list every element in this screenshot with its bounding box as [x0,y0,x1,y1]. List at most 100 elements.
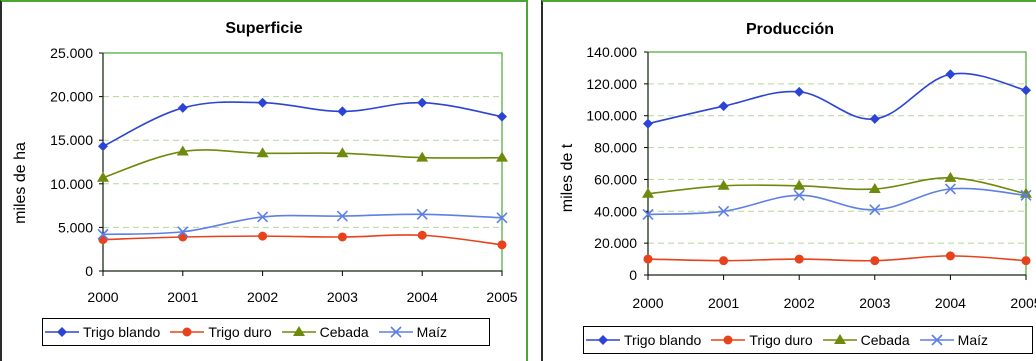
y-tick-label: 40.000 [594,203,637,219]
legend-label: Trigo blando [83,324,161,340]
x-tick-label: 2002 [784,295,815,311]
y-tick-label: 100.000 [586,108,637,124]
data-point-trigo-blando [177,102,188,113]
series-trigo-duro [643,251,1031,266]
legend-label: Trigo blando [624,332,702,348]
x-tick-label: 2005 [486,289,517,305]
legend-swatch [378,326,413,338]
data-point-trigo-blando [945,69,956,80]
y-tick-label: 25.000 [50,45,93,61]
plot-area [647,51,1027,276]
legend-swatch [170,327,205,337]
data-point-trigo-blando [98,141,108,152]
legend-swatch [919,334,954,346]
data-point-cebada [496,151,508,162]
data-point-trigo-blando [643,118,653,129]
legend-item-trigo-blando: Trigo blando [43,324,168,340]
series-line-cebada [647,177,1027,195]
data-point-trigo-duro [794,254,804,264]
data-point-trigo-duro [417,230,427,240]
data-point-maiz [496,212,508,224]
x-tick-label: 2005 [1010,295,1036,311]
y-tick-label: 10.000 [50,176,93,192]
y-tick-label: 20.000 [50,89,93,105]
data-point-trigo-duro [643,254,653,264]
legend-swatch [822,334,857,344]
y-tick-label: 140.000 [586,44,637,60]
series-cebada [97,145,508,182]
legend-marker [598,335,608,345]
legend-swatch [586,335,620,345]
series-maiz [642,183,1032,221]
x-tick-label: 2002 [247,289,278,305]
data-point-trigo-blando [417,97,428,108]
chart-title-superficie: Superficie [225,20,302,37]
data-point-cebada [336,147,349,158]
data-point-cebada [256,147,269,158]
legend-marker [292,326,305,336]
series-line-maiz [647,187,1027,216]
data-point-trigo-duro [497,240,507,250]
data-point-trigo-blando [337,106,348,117]
data-point-cebada [868,182,881,193]
legend-swatch [711,335,746,345]
y-axis-label-produccion: miles de t [559,143,576,212]
x-tick-label: 2000 [632,295,663,311]
legend-marker [390,326,402,338]
data-point-maiz [718,205,730,217]
series-cebada [642,171,1032,198]
data-point-trigo-blando [1021,85,1031,96]
data-point-maiz [793,189,805,201]
y-tick-label: 0 [629,267,637,283]
data-point-cebada [717,179,730,190]
chart-produccion: Producción miles de t 0 20.000 40.000 60.000 8… [541,0,1036,361]
data-point-trigo-duro [870,256,880,266]
legend-label: Maíz [416,324,447,340]
legend-marker [182,327,192,337]
data-point-trigo-duro [258,231,268,241]
data-point-trigo-blando [794,86,805,97]
data-point-maiz [1020,189,1032,201]
legend-item-cebada: Cebada [280,324,377,340]
y-tick-label: 5.000 [58,219,93,235]
legend-item-cebada: Cebada [821,332,918,348]
data-point-maiz [642,208,654,221]
data-point-cebada [416,151,429,162]
y-tick-label: 120.000 [586,76,637,92]
x-tick-label: 2000 [87,289,118,305]
legend-label: Trigo duro [208,324,272,340]
data-point-cebada [176,145,189,156]
chart-superficie: Superficie miles de ha 0 5.000 10.000 15.000 2… [0,0,528,361]
chart-title-produccion: Producción [746,21,834,38]
data-point-trigo-blando [497,111,507,122]
data-point-cebada [642,187,654,198]
data-point-maiz [944,183,956,195]
y-tick-label: 60.000 [594,171,637,187]
legend-item-maiz: Maíz [918,332,996,348]
data-point-maiz [416,208,428,220]
data-point-trigo-blando [869,113,880,124]
series-trigo-blando [98,97,507,152]
data-point-cebada [793,179,806,190]
series-line-cebada [102,149,503,179]
data-point-maiz [869,204,881,216]
legend-marker [833,334,846,344]
y-axis-label-superficie: miles de ha [12,142,29,224]
data-point-maiz [336,210,348,222]
x-tick-label: 2004 [935,295,966,311]
legend-marker [723,335,733,345]
legend-produccion: Trigo blando Trigo duro Cebada Maíz [583,326,1033,354]
data-point-maiz [257,211,269,223]
data-point-trigo-duro [945,251,955,261]
y-tick-label: 15.000 [50,132,93,148]
data-point-trigo-blando [257,97,268,108]
series-line-trigo-blando [102,101,503,148]
chart-produccion-svg: Producción miles de t 0 20.000 40.000 60.000 8… [559,21,1036,311]
series-line-trigo-duro [102,234,503,246]
data-point-cebada [944,171,957,182]
data-point-trigo-duro [1021,256,1031,266]
data-point-maiz [97,228,109,240]
legend-swatch [45,327,79,337]
x-tick-label: 2003 [327,289,358,305]
x-tick-label: 2003 [859,295,890,311]
